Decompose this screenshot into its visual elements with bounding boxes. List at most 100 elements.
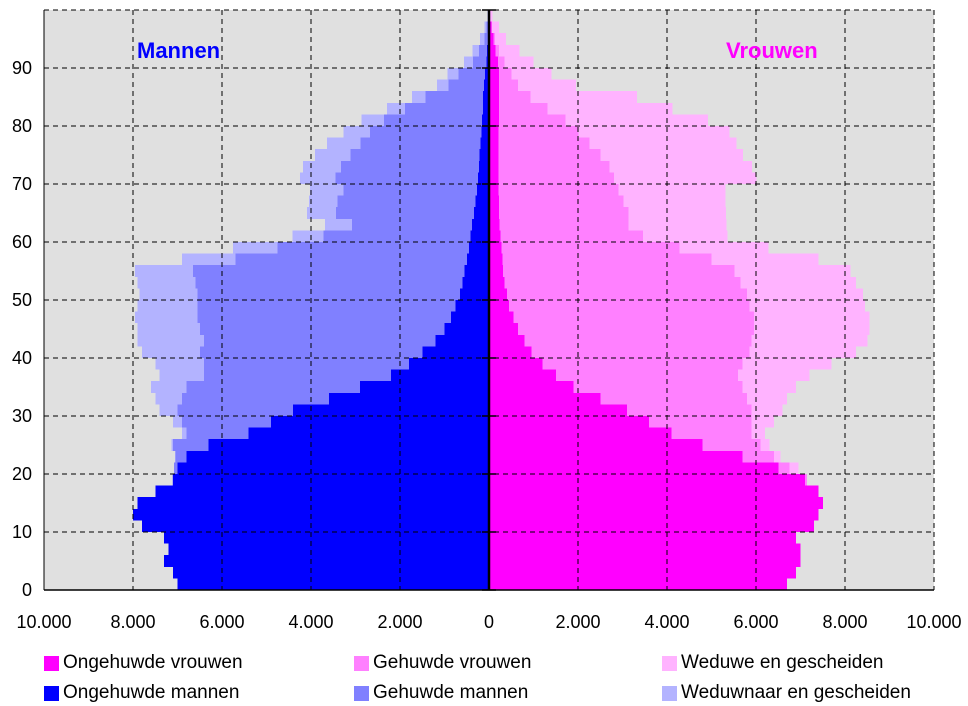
bar-ongehuwde-mannen	[483, 91, 489, 103]
bar-ongehuwde-mannen	[472, 218, 489, 231]
bar-gehuwde-vrouwen	[506, 288, 748, 300]
bar-weduwe-en-gescheiden	[589, 137, 737, 150]
bar-gehuwde-mannen	[197, 288, 461, 300]
population-pyramid-chart: Mannen Vrouwen 10.000 8.000 6.000 4.000 2.00…	[12, 9, 962, 632]
bar-gehuwde-mannen	[235, 253, 467, 266]
y-tick-label: 60	[12, 232, 32, 252]
bar-weduwe-en-gescheiden	[600, 149, 744, 161]
bar-ongehuwde-mannen	[408, 358, 489, 370]
bar-ongehuwde-vrouwen	[489, 276, 505, 289]
bar-weduwe-en-gescheiden	[628, 207, 727, 219]
x-tick-label: 4.000	[644, 612, 689, 632]
bar-ongehuwde-vrouwen	[489, 149, 499, 161]
bar-weduwnaar-en-gescheiden	[292, 230, 324, 242]
bar-gehuwde-vrouwen	[517, 323, 754, 335]
bar-ongehuwde-vrouwen	[489, 184, 499, 196]
bar-ongehuwde-mannen	[422, 346, 489, 358]
bar-ongehuwde-mannen	[173, 474, 490, 486]
bar-gehuwde-mannen	[186, 427, 249, 440]
bar-weduwe-en-gescheiden	[511, 68, 552, 80]
bar-ongehuwde-mannen	[481, 114, 489, 126]
bar-weduwe-en-gescheiden	[711, 253, 819, 266]
bar-ongehuwde-vrouwen	[489, 265, 504, 277]
legend-label: Ongehuwde mannen	[63, 682, 240, 703]
bar-weduwnaar-en-gescheiden	[159, 369, 205, 382]
bar-weduwnaar-en-gescheiden	[306, 207, 336, 219]
bar-ongehuwde-mannen	[155, 485, 489, 498]
legend-swatch-ongehuwde-vrouwen	[44, 655, 59, 671]
bar-weduwe-en-gescheiden	[578, 126, 730, 138]
bar-gehuwde-vrouwen	[499, 68, 512, 80]
y-tick-label: 70	[12, 174, 32, 194]
bar-weduwe-en-gescheiden	[751, 427, 765, 440]
bar-gehuwde-vrouwen	[498, 195, 624, 208]
bar-gehuwde-mannen	[181, 392, 329, 405]
bar-weduwnaar-en-gescheiden	[479, 33, 485, 45]
bar-gehuwde-mannen	[335, 207, 474, 219]
bar-ongehuwde-vrouwen	[489, 416, 650, 428]
bar-weduwnaar-en-gescheiden	[436, 79, 449, 92]
bar-ongehuwde-mannen	[293, 404, 489, 416]
bar-weduwnaar-en-gescheiden	[181, 253, 236, 266]
bar-ongehuwde-vrouwen	[489, 68, 500, 80]
bar-gehuwde-mannen	[197, 311, 452, 324]
bar-ongehuwde-mannen	[464, 265, 489, 277]
x-tick-label: 2.000	[555, 612, 600, 632]
bar-gehuwde-mannen	[343, 184, 477, 196]
bar-gehuwde-mannen	[197, 300, 456, 312]
bar-weduwnaar-en-gescheiden	[233, 242, 278, 254]
bar-gehuwde-mannen	[204, 358, 409, 370]
bar-gehuwde-vrouwen	[503, 265, 735, 277]
legend-label: Weduwnaar en gescheiden	[681, 682, 911, 703]
bar-ongehuwde-vrouwen	[489, 462, 779, 474]
bar-ongehuwde-mannen	[476, 184, 489, 196]
x-tick-label: 8.000	[822, 612, 867, 632]
bar-gehuwde-mannen	[360, 137, 481, 150]
bar-ongehuwde-vrouwen	[489, 207, 500, 219]
bar-ongehuwde-mannen	[173, 566, 490, 579]
bar-gehuwde-vrouwen	[778, 462, 790, 474]
bar-gehuwde-vrouwen	[504, 276, 741, 289]
bar-ongehuwde-mannen	[482, 102, 489, 115]
bar-gehuwde-mannen	[204, 334, 436, 347]
bar-weduwe-en-gescheiden	[618, 184, 726, 196]
bar-ongehuwde-vrouwen	[489, 555, 801, 567]
bar-ongehuwde-mannen	[481, 126, 489, 138]
bar-gehuwde-vrouwen	[498, 137, 590, 150]
legend-item-weduwnaar-en-gescheiden: Weduwnaar en gescheiden	[662, 681, 911, 705]
bar-ongehuwde-vrouwen	[489, 195, 499, 208]
bar-weduwe-en-gescheiden	[499, 44, 520, 57]
bar-ongehuwde-vrouwen	[489, 474, 805, 486]
bar-weduwe-en-gescheiden	[609, 160, 752, 173]
bar-gehuwde-mannen	[173, 462, 178, 474]
bar-gehuwde-mannen	[173, 439, 209, 451]
bar-weduwnaar-en-gescheiden	[135, 311, 198, 324]
bar-weduwe-en-gescheiden	[490, 10, 493, 22]
bar-weduwnaar-en-gescheiden	[464, 56, 473, 68]
bar-weduwnaar-en-gescheiden	[308, 195, 338, 208]
bar-weduwnaar-en-gescheiden	[173, 416, 182, 428]
legend-swatch-weduwe-en-gescheiden	[662, 655, 677, 671]
x-tick-label: 2.000	[377, 612, 422, 632]
bar-weduwe-en-gescheiden	[760, 439, 770, 451]
bar-gehuwde-mannen	[195, 276, 463, 289]
bar-ongehuwde-vrouwen	[489, 508, 819, 521]
bar-gehuwde-vrouwen	[524, 334, 752, 347]
bar-ongehuwde-vrouwen	[489, 497, 823, 509]
bar-weduwe-en-gescheiden	[517, 79, 576, 92]
bar-weduwnaar-en-gescheiden	[181, 427, 187, 440]
bar-ongehuwde-mannen	[137, 497, 489, 509]
bar-ongehuwde-vrouwen	[489, 253, 503, 266]
bar-ongehuwde-vrouwen	[489, 126, 499, 138]
bar-weduwnaar-en-gescheiden	[343, 126, 371, 138]
bar-gehuwde-mannen	[458, 68, 485, 80]
bar-gehuwde-mannen	[484, 33, 488, 45]
chart-legend: Ongehuwde vrouwen Gehuwde vrouwen Weduwe…	[0, 650, 968, 706]
bar-gehuwde-vrouwen	[502, 253, 712, 266]
bar-gehuwde-vrouwen	[498, 126, 579, 138]
bar-gehuwde-mannen	[350, 149, 480, 161]
bar-gehuwde-mannen	[335, 172, 478, 184]
bar-weduwnaar-en-gescheiden	[387, 102, 405, 115]
bar-gehuwde-mannen	[425, 91, 484, 103]
x-tick-label: 6.000	[733, 612, 778, 632]
